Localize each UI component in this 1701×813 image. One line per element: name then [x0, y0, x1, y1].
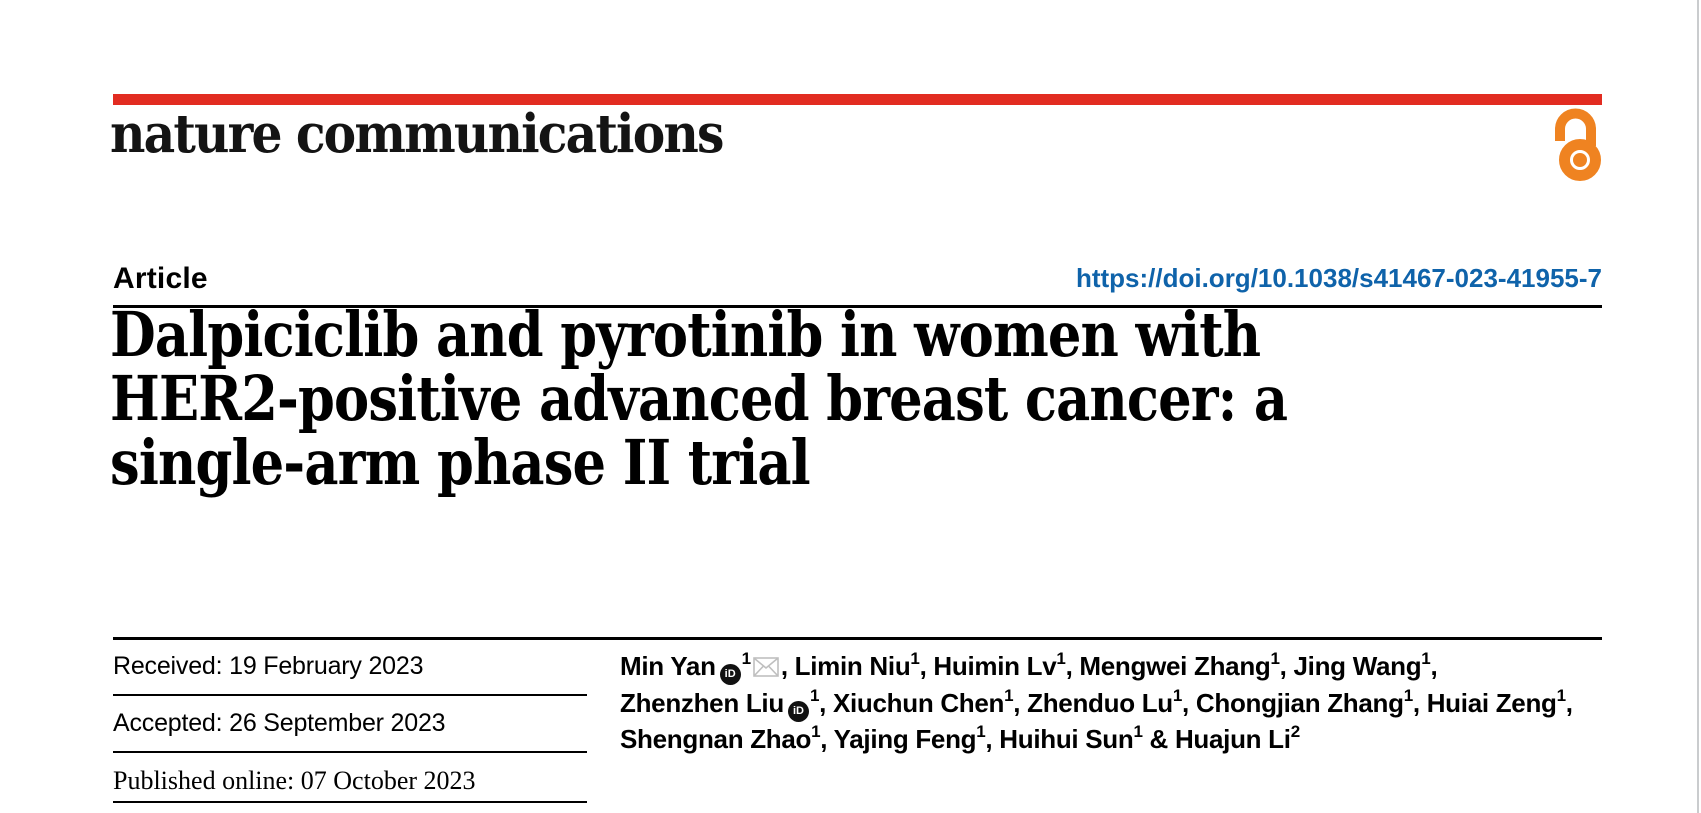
author-name: , Mengwei Zhang: [1065, 651, 1271, 681]
journal-logo: nature communications: [110, 103, 724, 165]
doi-link[interactable]: https://doi.org/10.1038/s41467-023-41955…: [113, 263, 1602, 294]
author-name: , Huiai Zeng: [1412, 688, 1557, 718]
open-access-icon: [1552, 108, 1602, 187]
affiliation-superscript: 1: [976, 722, 986, 742]
affiliation-superscript: 1: [811, 722, 821, 742]
accepted-date: Accepted: 26 September 2023: [113, 709, 446, 738]
affiliation-superscript: 1: [1270, 649, 1280, 669]
rule-after-received: [113, 694, 587, 696]
author-name: Min Yan: [620, 651, 716, 681]
affiliation-superscript: 1: [1004, 686, 1014, 706]
paper-title: Dalpiciclib and pyrotinib in women with …: [110, 303, 1419, 495]
author-name: , Limin Niu: [780, 651, 911, 681]
affiliation-superscript: 1: [1403, 686, 1413, 706]
affiliation-superscript: 1: [910, 649, 920, 669]
paper-title-line-3: single-arm phase II trial: [110, 426, 811, 499]
paper-title-line-2: HER2-positive advanced breast cancer: a: [110, 362, 1288, 435]
envelope-icon[interactable]: [753, 651, 779, 686]
author-name: , Jing Wang: [1279, 651, 1422, 681]
affiliation-superscript: 1: [1172, 686, 1183, 706]
author-name: , Huimin Lv: [919, 651, 1057, 681]
author-name: ,: [1430, 651, 1438, 681]
accepted-value: 26 September 2023: [229, 709, 446, 737]
page-edge-line: [1697, 0, 1699, 813]
accepted-label: Accepted:: [113, 709, 223, 737]
rule-metadata-top: [113, 637, 1602, 640]
article-type-label: Article: [113, 262, 208, 295]
author-name: , Huihui Sun: [985, 724, 1134, 754]
affiliation-superscript: 1: [1133, 722, 1143, 742]
author-name: , Yajing Feng: [820, 724, 977, 754]
published-value: 07 October 2023: [300, 766, 476, 795]
affiliation-superscript: 1: [1421, 649, 1431, 669]
affiliation-superscript: 1: [1556, 686, 1566, 706]
affiliation-superscript: 1: [1056, 649, 1066, 669]
author-name: , Chongjian Zhang: [1182, 688, 1404, 718]
published-date: Published online: 07 October 2023: [113, 766, 476, 796]
author-name: & Huajun Li: [1142, 724, 1291, 754]
rule-after-published: [113, 801, 587, 803]
author-name: , Xiuchun Chen: [819, 688, 1005, 718]
author-list: Min Yan iD1, Limin Niu1, Huimin Lv1, Meng…: [620, 649, 1600, 757]
orcid-icon[interactable]: iD: [787, 701, 809, 722]
affiliation-superscript: 2: [1290, 722, 1300, 742]
author-name: Zhenzhen Liu: [620, 688, 784, 718]
affiliation-superscript: 1: [809, 686, 820, 706]
received-value: 19 February 2023: [229, 652, 424, 680]
author-line-1: Min Yan iD1, Limin Niu1, Huimin Lv1, Meng…: [620, 649, 1600, 686]
published-label: Published online:: [113, 766, 295, 795]
author-name: ,: [1565, 688, 1573, 718]
author-line-2: Zhenzhen Liu iD1, Xiuchun Chen1, Zhenduo …: [620, 686, 1600, 722]
orcid-icon[interactable]: iD: [719, 664, 741, 685]
author-name: , Zhenduo Lu: [1013, 688, 1173, 718]
author-name: Shengnan Zhao: [620, 724, 812, 754]
rule-after-accepted: [113, 751, 587, 753]
affiliation-superscript: 1: [741, 649, 751, 669]
doi-anchor[interactable]: https://doi.org/10.1038/s41467-023-41955…: [1075, 263, 1602, 293]
brand-red-bar: [113, 94, 1602, 105]
received-date: Received: 19 February 2023: [113, 652, 423, 681]
author-line-3: Shengnan Zhao1, Yajing Feng1, Huihui Sun…: [620, 722, 1600, 757]
rule-under-article: [113, 305, 1602, 308]
paper-title-line-1: Dalpiciclib and pyrotinib in women with: [110, 298, 1261, 371]
received-label: Received:: [113, 652, 223, 680]
